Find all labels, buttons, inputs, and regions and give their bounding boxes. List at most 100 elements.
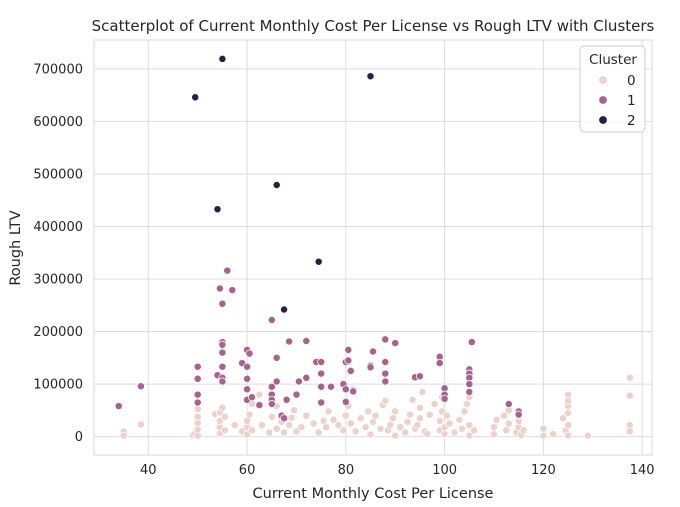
- data-point: [361, 423, 370, 432]
- data-point: [504, 419, 513, 428]
- data-point: [366, 363, 375, 372]
- y-tick-label: 400000: [33, 220, 83, 235]
- data-point: [317, 398, 326, 407]
- plot-area: [93, 39, 653, 456]
- data-point: [272, 353, 281, 362]
- data-point: [381, 358, 390, 366]
- data-point: [218, 362, 227, 371]
- series-cluster-1: [114, 266, 523, 423]
- data-point: [255, 390, 264, 399]
- data-point: [280, 428, 289, 437]
- data-point: [502, 426, 511, 435]
- data-point: [243, 362, 252, 371]
- data-point: [465, 388, 474, 396]
- data-point: [415, 403, 424, 412]
- data-point: [391, 431, 400, 440]
- data-point: [415, 372, 424, 381]
- data-point: [539, 431, 548, 440]
- data-point: [440, 394, 449, 403]
- data-point: [369, 347, 377, 356]
- data-point: [324, 407, 333, 416]
- data-point: [490, 423, 498, 432]
- data-point: [309, 419, 318, 428]
- legend-marker: [598, 115, 608, 125]
- y-ticks: 0 100000 200000 300000 400000 500000 600000 700…: [33, 62, 83, 445]
- data-point: [223, 266, 232, 275]
- x-tick-label: 60: [239, 463, 256, 478]
- data-point: [267, 400, 276, 408]
- x-tick-label: 140: [630, 463, 655, 478]
- data-point: [220, 412, 229, 421]
- x-tick-label: 40: [140, 463, 157, 478]
- data-point: [514, 410, 523, 419]
- data-point: [391, 339, 400, 348]
- data-point: [218, 54, 227, 63]
- data-point: [583, 431, 592, 440]
- data-point: [245, 410, 254, 419]
- data-point: [322, 423, 331, 432]
- data-point: [114, 402, 123, 411]
- data-point: [193, 374, 202, 383]
- data-point: [218, 340, 227, 349]
- y-tick-label: 200000: [33, 325, 83, 340]
- data-point: [465, 380, 474, 389]
- data-point: [386, 421, 395, 430]
- data-point: [272, 424, 281, 433]
- data-point: [499, 411, 508, 420]
- y-tick-label: 500000: [33, 167, 83, 182]
- data-point: [317, 382, 326, 391]
- data-point: [351, 427, 360, 436]
- data-point: [376, 424, 385, 433]
- data-point: [119, 431, 128, 440]
- legend: Cluster 0 1 2: [579, 45, 646, 133]
- data-point: [341, 397, 350, 406]
- data-point: [248, 426, 256, 435]
- y-tick-label: 600000: [33, 115, 83, 130]
- data-point: [504, 400, 513, 408]
- data-point: [381, 369, 390, 378]
- data-point: [285, 337, 294, 346]
- y-tick-label: 300000: [33, 273, 83, 288]
- legend-label: 2: [627, 113, 636, 129]
- data-point: [243, 385, 252, 394]
- data-point: [243, 374, 252, 383]
- data-point: [272, 181, 281, 189]
- data-point: [443, 411, 452, 420]
- data-point: [314, 428, 323, 437]
- x-axis-label: Current Monthly Cost Per License: [253, 486, 494, 502]
- data-point: [415, 414, 424, 423]
- data-point: [341, 411, 350, 420]
- data-point: [455, 415, 464, 424]
- data-point: [391, 407, 400, 416]
- data-point: [136, 382, 145, 391]
- legend-box: [579, 45, 646, 133]
- data-point: [136, 420, 145, 429]
- data-point: [267, 382, 276, 391]
- data-point: [564, 431, 573, 440]
- data-point: [457, 424, 466, 433]
- legend-marker: [598, 75, 608, 85]
- data-point: [344, 356, 353, 365]
- x-tick-label: 120: [531, 463, 556, 478]
- data-points: [114, 54, 634, 440]
- data-point: [625, 391, 634, 400]
- data-point: [218, 348, 227, 357]
- y-axis-label: Rough LTV: [8, 210, 24, 285]
- data-point: [450, 428, 459, 437]
- data-point: [228, 286, 237, 295]
- data-point: [218, 377, 227, 386]
- data-point: [302, 411, 311, 420]
- legend-items: 0 1 2: [598, 73, 636, 129]
- data-point: [435, 416, 444, 425]
- data-point: [564, 390, 573, 399]
- data-point: [430, 400, 439, 408]
- data-point: [401, 428, 410, 437]
- data-point: [462, 400, 471, 408]
- x-tick-label: 100: [432, 463, 457, 478]
- data-point: [381, 335, 390, 344]
- data-point: [215, 284, 224, 293]
- data-point: [564, 421, 573, 430]
- data-point: [413, 421, 422, 430]
